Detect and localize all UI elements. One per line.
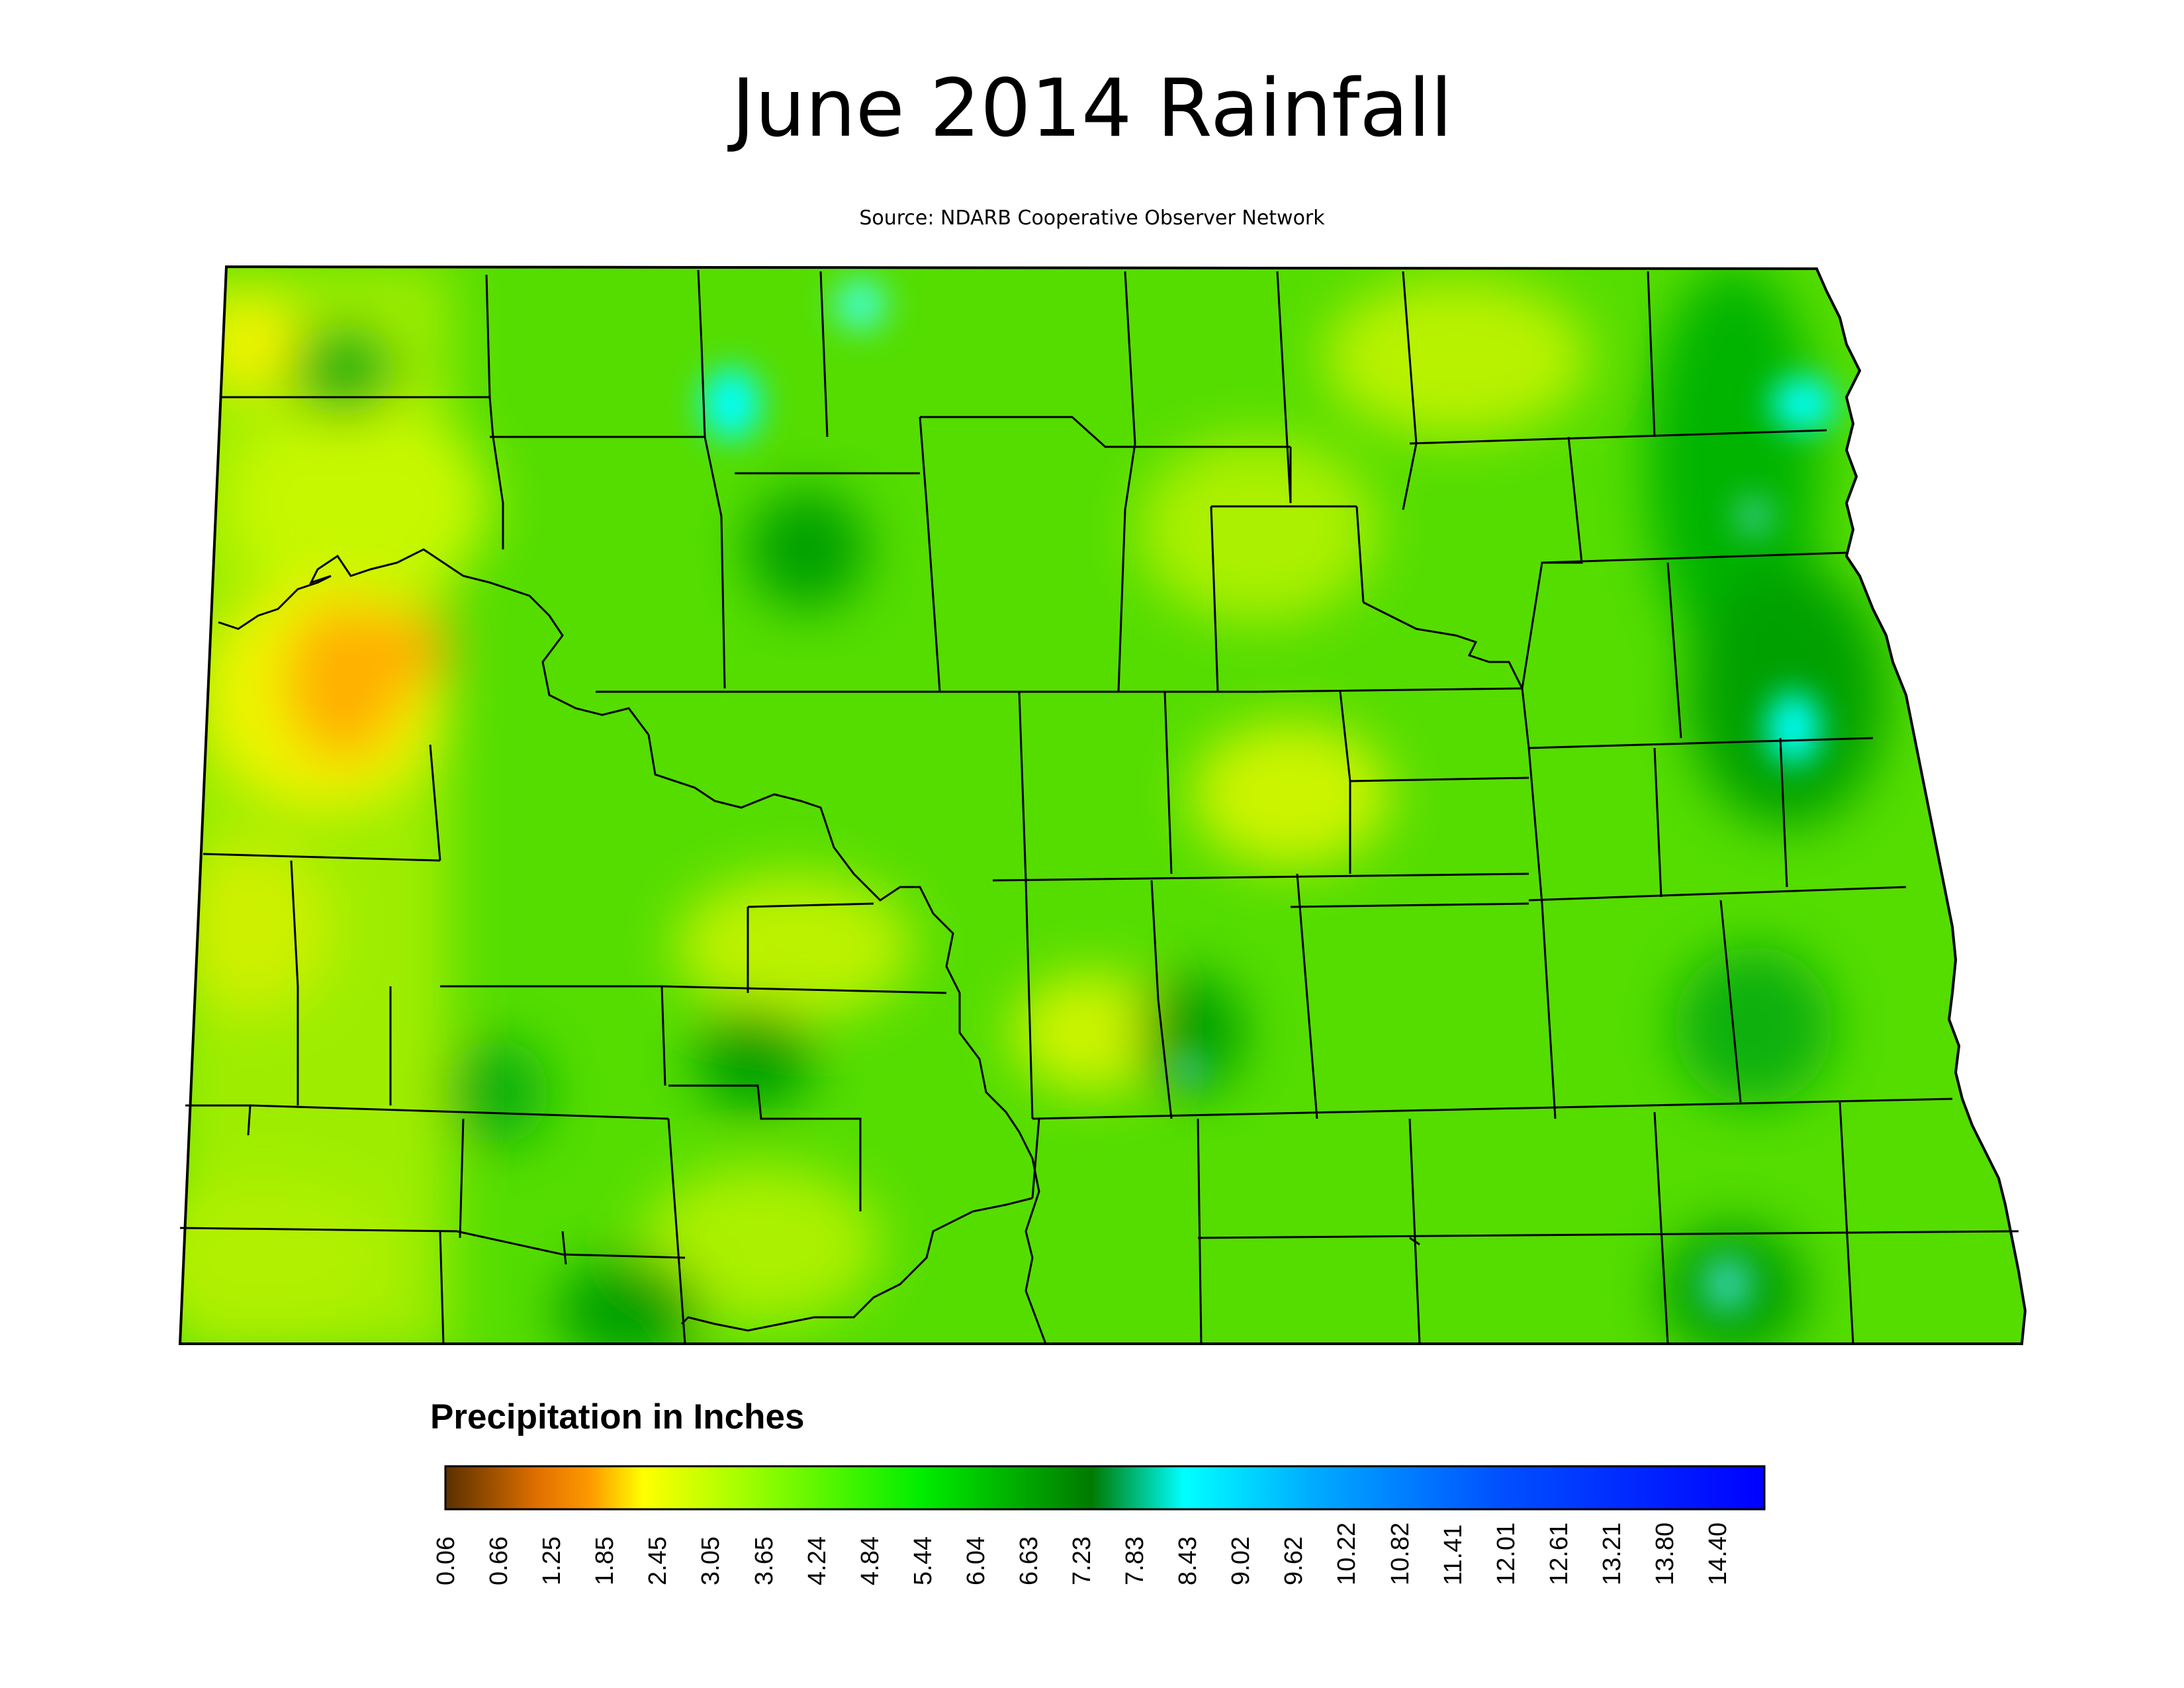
legend-tick-label: 1.25: [538, 1536, 567, 1585]
precipitation-field: [180, 267, 2025, 1344]
map-source: Source: NDARB Cooperative Observer Netwo…: [859, 207, 1325, 230]
legend-title: Precipitation in Inches: [430, 1397, 805, 1436]
legend-tick-label: 0.66: [485, 1536, 514, 1585]
map-title: June 2014 Rainfall: [731, 63, 1453, 155]
county-boundaries: [178, 265, 2027, 1345]
legend-tick-label: 5.44: [909, 1536, 937, 1585]
legend-tick-label: 4.84: [856, 1536, 884, 1585]
legend-tick-label: 8.43: [1174, 1536, 1203, 1585]
legend-tick-label: 1.85: [591, 1536, 619, 1585]
legend-tick-label: 12.01: [1492, 1522, 1520, 1585]
legend-tick-label: 9.02: [1227, 1536, 1255, 1585]
legend-tick-label: 13.21: [1598, 1522, 1626, 1585]
legend-tick-label: 4.24: [803, 1536, 831, 1585]
legend-tick-label: 3.65: [750, 1536, 778, 1585]
legend-tick-label: 2.45: [644, 1536, 672, 1585]
legend-tick-label: 9.62: [1280, 1536, 1308, 1585]
legend-tick-label: 7.23: [1068, 1536, 1096, 1585]
legend-tick-label: 0.06: [432, 1536, 460, 1585]
legend-tick-label: 13.80: [1651, 1522, 1679, 1585]
legend-tick-label: 7.83: [1121, 1536, 1150, 1585]
legend-tick-label: 3.05: [697, 1536, 725, 1585]
legend-tick-label: 10.82: [1386, 1522, 1414, 1585]
legend-color-bar: [444, 1465, 1766, 1511]
legend-tick-label: 6.63: [1015, 1536, 1043, 1585]
legend-tick-label: 11.41: [1439, 1524, 1467, 1585]
legend-tick-label: 14.40: [1704, 1522, 1732, 1585]
legend-tick-label: 6.04: [962, 1536, 990, 1585]
legend-tick-label: 10.22: [1333, 1522, 1361, 1585]
legend-tick-label: 12.61: [1545, 1522, 1573, 1585]
